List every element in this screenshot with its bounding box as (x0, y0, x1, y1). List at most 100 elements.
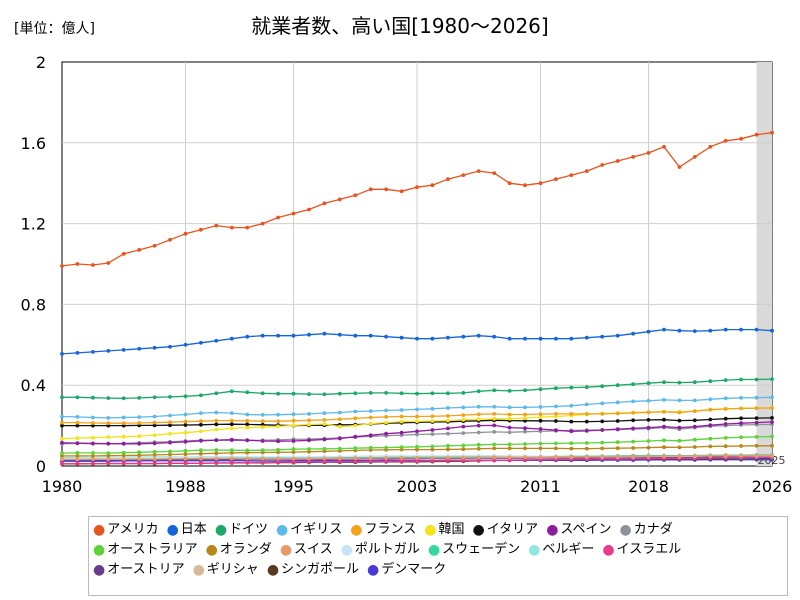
data-point (260, 456, 265, 461)
data-point (739, 421, 743, 426)
data-point (91, 457, 95, 462)
data-point (739, 416, 743, 421)
data-point (183, 461, 188, 466)
data-point (569, 173, 574, 178)
data-point (476, 389, 481, 394)
data-point (307, 422, 311, 427)
data-point (168, 449, 172, 454)
data-point (430, 428, 435, 432)
data-point (507, 389, 512, 393)
data-point (229, 437, 234, 442)
legend-label: ドイツ (229, 522, 269, 537)
data-point (584, 402, 589, 407)
data-point (538, 336, 543, 341)
data-point (399, 391, 404, 396)
data-point (229, 411, 234, 415)
data-point (307, 392, 311, 396)
data-point (523, 405, 527, 410)
data-point (723, 436, 728, 440)
data-point (677, 438, 682, 443)
data-point (121, 434, 126, 439)
data-point (631, 399, 635, 404)
data-point (723, 453, 728, 458)
data-point (353, 409, 358, 414)
data-point (75, 262, 80, 266)
data-point (106, 421, 111, 426)
data-point (276, 412, 280, 417)
data-point (631, 439, 635, 444)
data-point (322, 392, 327, 397)
data-point (600, 334, 605, 339)
data-point (384, 445, 388, 450)
data-point (739, 406, 743, 411)
data-point (584, 441, 589, 445)
data-point (260, 391, 265, 396)
data-point (245, 422, 250, 427)
legend-label: スウェーデン (442, 542, 521, 557)
data-point (368, 445, 373, 450)
data-point (677, 425, 682, 430)
series-スペイン (60, 420, 774, 446)
legend-marker: ● (340, 542, 353, 558)
data-point (492, 171, 497, 176)
data-point (476, 455, 481, 460)
data-point (183, 456, 188, 461)
data-point (337, 410, 342, 415)
data-point (229, 225, 234, 230)
data-point (615, 411, 620, 416)
data-point (291, 460, 296, 464)
data-point (322, 446, 327, 451)
data-point (106, 349, 111, 353)
data-point (584, 169, 589, 174)
data-point (183, 419, 188, 424)
data-point (723, 422, 728, 426)
data-point (646, 454, 651, 459)
data-point (353, 434, 358, 439)
data-point (322, 411, 327, 415)
data-point (538, 418, 543, 423)
data-point (368, 456, 373, 460)
data-point (723, 138, 728, 143)
data-point (584, 419, 589, 424)
data-point (276, 460, 280, 465)
legend-marker: ● (367, 562, 380, 578)
data-point (538, 427, 543, 431)
legend-marker: ● (528, 542, 541, 558)
data-point (662, 398, 666, 402)
data-point (245, 334, 250, 339)
data-point (75, 415, 80, 419)
data-point (446, 391, 450, 396)
data-point (291, 391, 296, 396)
data-point (754, 443, 759, 448)
data-point (183, 423, 188, 427)
data-point (384, 391, 388, 395)
data-point (708, 144, 713, 149)
legend-item: ● シンガポール (267, 560, 359, 580)
data-point (584, 446, 589, 451)
data-point (631, 426, 635, 431)
data-point (307, 418, 311, 423)
legend-item: ● デンマーク (367, 560, 446, 580)
legend-label: デンマーク (381, 562, 447, 577)
legend-item: ● フランス (350, 520, 416, 540)
data-point (554, 336, 558, 341)
forecast-region (756, 62, 772, 466)
data-point (199, 461, 203, 466)
legend-item: ● カナダ (620, 520, 673, 540)
data-point (600, 384, 605, 389)
data-point (677, 165, 682, 169)
data-point (600, 163, 605, 167)
data-point (368, 433, 373, 438)
data-point (461, 418, 466, 422)
unit-label: [単位：億人] (14, 21, 95, 37)
data-point (446, 447, 450, 452)
data-point (260, 448, 265, 453)
legend-marker: ● (350, 522, 363, 538)
data-point (708, 436, 713, 441)
data-point (183, 452, 188, 456)
data-point (75, 454, 80, 458)
data-point (106, 453, 111, 458)
data-point (631, 454, 635, 459)
data-point (446, 455, 450, 460)
x-tick-label: 2011 (520, 477, 561, 496)
